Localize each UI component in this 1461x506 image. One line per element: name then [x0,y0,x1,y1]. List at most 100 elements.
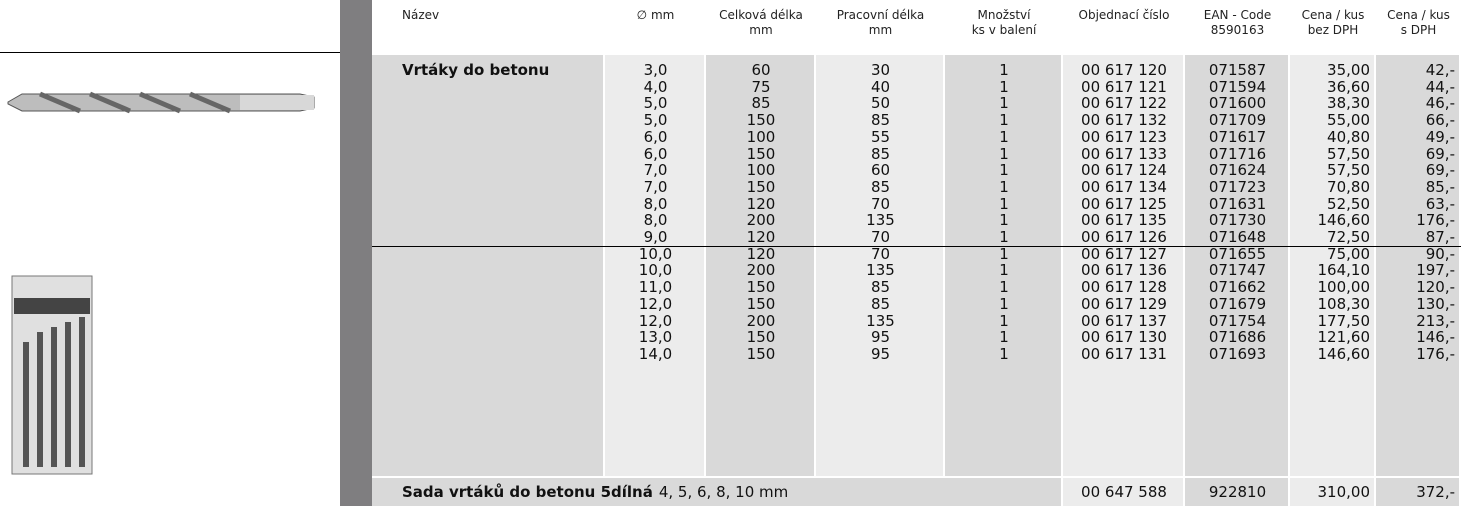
set-ean: 922810 [1208,483,1267,501]
cell: 5,0 [643,94,668,113]
cell: 071679 [1208,294,1267,313]
cell: 146,60 [1317,344,1371,363]
cell: 071709 [1208,111,1267,130]
cell: 00 617 132 [1081,111,1167,130]
set-price-vat: 372,- [1416,483,1455,501]
cell: 46,- [1425,94,1455,113]
cell: 071600 [1208,94,1267,113]
cell: 10,0 [638,261,673,280]
cell: 49,- [1425,127,1455,146]
cell: 00 617 124 [1081,161,1167,180]
cell: 135 [866,211,895,230]
cell: 1 [999,244,1009,263]
cell: 9,0 [643,228,668,246]
column-bg [1063,55,1183,506]
column-header: Objednací číslo [1078,8,1170,22]
cell: 70 [870,228,891,246]
cell: 57,50 [1327,144,1370,163]
cell: 00 617 121 [1081,77,1167,96]
cell: 00 617 125 [1081,194,1167,213]
cell: 071594 [1208,77,1267,96]
cell: 071624 [1208,161,1267,180]
column-header: Název [402,8,440,22]
cell: 6,0 [643,127,668,146]
cell: 44,- [1425,77,1455,96]
cell: 150 [746,328,776,347]
cell: 100 [746,161,776,180]
cell: 150 [746,177,776,196]
set-price: 310,00 [1317,483,1371,501]
cell: 071730 [1208,211,1267,230]
cell: 130,- [1416,294,1455,313]
cell: 176,- [1416,344,1455,363]
cell: 42,- [1425,61,1455,79]
cell: 55 [870,127,891,146]
cell: 70 [870,194,891,213]
column-header: Množství [977,8,1031,22]
column-bg [605,55,704,506]
cell: 00 617 130 [1081,328,1167,347]
column-bg [816,55,943,506]
cell: 071747 [1208,261,1267,280]
cell: 100,00 [1317,278,1371,297]
cell: 176,- [1416,211,1455,230]
column-bg [945,55,1061,506]
cell: 69,- [1425,144,1455,163]
cell: 177,50 [1317,311,1371,330]
cell: 55,00 [1327,111,1370,130]
cell: 36,60 [1327,77,1370,96]
cell: 57,50 [1327,161,1370,180]
cell: 85 [870,144,891,163]
cell: 90,- [1425,244,1455,263]
cell: 120 [746,244,776,263]
cell: 14,0 [638,344,673,363]
cell: 00 617 122 [1081,94,1167,113]
set-detail: 4, 5, 6, 8, 10 mm [658,483,789,501]
cell: 00 617 127 [1081,244,1167,263]
cell: 071754 [1208,311,1267,330]
column-bg [372,55,603,506]
cell: 85 [870,278,891,297]
cell: 85 [751,94,771,113]
cell: 1 [999,94,1009,113]
cell: 85 [870,111,891,130]
cell: 120,- [1416,278,1455,297]
cell: 071648 [1208,228,1267,246]
cell: 071655 [1208,244,1267,263]
cell: 70 [870,244,891,263]
cell: 1 [999,261,1009,280]
cell: 071617 [1208,127,1267,146]
cell: 72,50 [1327,228,1370,246]
cell: 7,0 [643,177,668,196]
column-header: ∅ mm [636,8,675,22]
cell: 85 [870,177,891,196]
cell: 6,0 [643,144,668,163]
cell: 120 [746,228,776,246]
cell: 12,0 [638,294,673,313]
cell: 00 617 133 [1081,144,1167,163]
cell: 071693 [1208,344,1267,363]
cell: 52,50 [1327,194,1370,213]
cell: 071662 [1208,278,1267,297]
cell: 00 617 136 [1081,261,1167,280]
cell: 00 617 123 [1081,127,1167,146]
cell: 1 [999,311,1009,330]
cell: 69,- [1425,161,1455,180]
cell: 200 [746,261,776,280]
cell: 164,10 [1317,261,1371,280]
cell: 197,- [1416,261,1455,280]
cell: 150 [746,111,776,130]
drill-image [7,91,315,114]
cell: 1 [999,211,1009,230]
column-header: Pracovní délka [836,8,925,22]
cell: 1 [999,177,1009,196]
set-name: Sada vrtáků do betonu 5dílná [402,483,653,501]
cell: 1 [999,344,1009,363]
column-header: EAN - Code [1203,8,1272,22]
cell: 1 [999,111,1009,130]
cell: 30 [870,61,891,79]
column-header: Celková délka [719,8,803,22]
cell: 1 [999,328,1009,347]
column-header: Cena / kus [1301,8,1365,22]
cell: 146,- [1416,328,1455,347]
